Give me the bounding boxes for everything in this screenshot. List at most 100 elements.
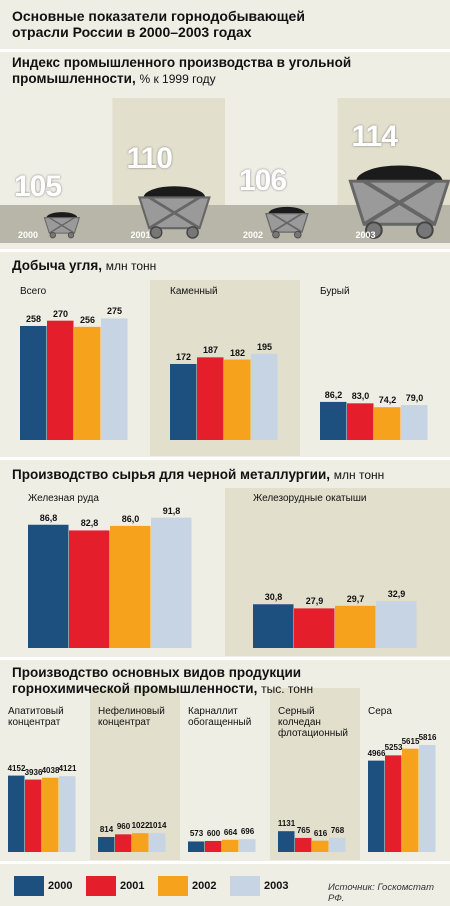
value-label: 1014 xyxy=(148,821,167,831)
value-label: 172 xyxy=(175,351,192,362)
year-label: 2000 xyxy=(18,230,39,240)
wheel xyxy=(416,221,434,239)
column-panel xyxy=(0,98,113,206)
separator xyxy=(0,49,450,52)
cart xyxy=(265,206,309,239)
separator xyxy=(0,657,450,660)
bar xyxy=(42,777,59,852)
bar xyxy=(115,834,132,852)
value-label: 5253 xyxy=(384,743,403,753)
bar xyxy=(320,401,347,440)
value-label: 960 xyxy=(116,822,131,832)
value-label: 82,8 xyxy=(80,518,99,529)
bar xyxy=(149,833,166,852)
bar xyxy=(294,608,335,648)
value-label: 79,0 xyxy=(405,393,424,404)
bar xyxy=(20,325,47,440)
category-label: Карналлит обогащенный xyxy=(188,706,252,728)
value-label: 32,9 xyxy=(387,589,406,600)
bar xyxy=(347,403,374,440)
bar xyxy=(197,357,224,440)
value-label: 1131 xyxy=(277,819,296,829)
value-label: 600 xyxy=(206,828,221,838)
value-label: 1022 xyxy=(131,821,150,831)
bar xyxy=(401,405,428,440)
section-title: Производство основных видов продукции го… xyxy=(12,665,392,697)
bar xyxy=(69,530,110,648)
bar xyxy=(385,755,402,852)
value-label: 86,0 xyxy=(121,513,140,524)
category-label: Сера xyxy=(368,706,392,717)
section-title-text: Производство сырья для черной металлурги… xyxy=(12,467,331,482)
bar xyxy=(188,841,205,852)
bar xyxy=(278,831,295,852)
legend-label: 2001 xyxy=(120,880,145,892)
value-label: 105 xyxy=(14,170,62,203)
bar xyxy=(419,744,436,852)
value-label: 275 xyxy=(106,306,123,317)
value-label: 29,7 xyxy=(346,593,365,604)
bar xyxy=(59,776,76,852)
bar xyxy=(402,748,419,852)
value-label: 110 xyxy=(126,142,173,175)
category-label: Апатитовый концентрат xyxy=(8,706,64,728)
legend-swatch xyxy=(86,876,116,896)
legend-swatch xyxy=(14,876,44,896)
value-label: 195 xyxy=(256,341,273,352)
value-label: 4966 xyxy=(367,748,386,758)
section-unit: тыс. тонн xyxy=(261,682,314,696)
year-label: 2001 xyxy=(130,230,151,240)
bar xyxy=(205,840,222,852)
section-title-text: Производство основных видов продукции го… xyxy=(12,665,302,696)
cart xyxy=(348,165,450,239)
value-label: 106 xyxy=(239,164,287,198)
value-label: 91,8 xyxy=(162,505,181,516)
value-label: 768 xyxy=(330,825,345,835)
value-label: 187 xyxy=(202,345,219,356)
cart xyxy=(137,186,211,239)
value-label: 814 xyxy=(99,825,114,835)
group-panel xyxy=(90,688,180,860)
category-label: Нефелиновый концентрат xyxy=(98,706,165,728)
group-panel xyxy=(180,688,270,860)
bar xyxy=(335,605,376,648)
value-label: 765 xyxy=(296,825,311,835)
wheel xyxy=(186,226,199,239)
bar xyxy=(8,775,25,852)
value-label: 3936 xyxy=(24,767,43,777)
value-label: 74,2 xyxy=(378,395,397,406)
bar xyxy=(253,604,294,648)
value-label: 5615 xyxy=(401,736,420,746)
cart xyxy=(43,212,81,239)
bar xyxy=(47,320,74,440)
bar xyxy=(376,601,417,648)
bar xyxy=(101,318,128,440)
bar xyxy=(374,407,401,440)
section-title-text: Добыча угля, xyxy=(12,258,102,273)
value-label: 83,0 xyxy=(351,391,370,402)
value-label: 696 xyxy=(240,827,255,837)
section-title-text: Индекс промышленного производства в угол… xyxy=(12,55,352,86)
bar xyxy=(25,779,42,852)
bar xyxy=(312,840,329,852)
year-label: 2002 xyxy=(243,230,264,240)
bar xyxy=(329,837,346,852)
bar xyxy=(28,524,69,648)
source: Источник: Госкомстат РФ. xyxy=(328,882,434,904)
separator xyxy=(0,861,450,864)
value-label: 4038 xyxy=(41,765,60,775)
wheel xyxy=(149,226,163,239)
value-label: 114 xyxy=(351,119,398,153)
legend-label: 2002 xyxy=(192,880,217,892)
bar xyxy=(170,363,197,440)
wheel xyxy=(49,232,56,239)
category-label: Бурый xyxy=(320,286,350,297)
value-label: 4152 xyxy=(7,763,26,773)
section-unit: % к 1999 году xyxy=(139,72,216,86)
section-title: Индекс промышленного производства в угол… xyxy=(12,55,392,87)
bar xyxy=(132,833,149,852)
legend-swatch xyxy=(158,876,188,896)
bar xyxy=(239,839,256,852)
